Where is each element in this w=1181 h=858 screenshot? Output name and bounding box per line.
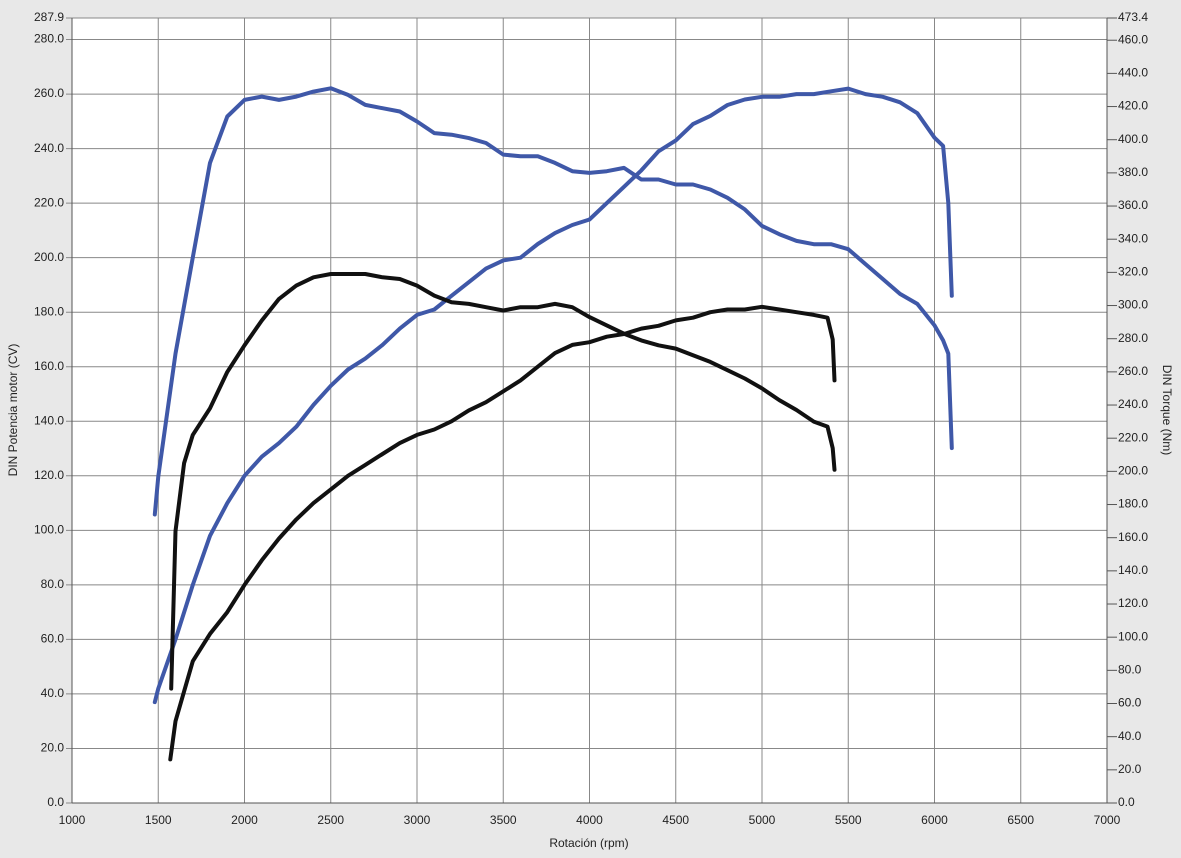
y2-tick-label: 0.0: [1118, 795, 1135, 809]
y2-tick-label: 320.0: [1118, 265, 1148, 279]
y2-tick-label: 200.0: [1118, 464, 1148, 478]
y2-tick-label: 160.0: [1118, 530, 1148, 544]
y2-tick-label: 300.0: [1118, 298, 1148, 312]
y-tick-label: 0.0: [47, 795, 64, 809]
y-tick-label: 180.0: [34, 304, 64, 318]
y-tick-label: 120.0: [34, 468, 64, 482]
y-tick-label: 240.0: [34, 141, 64, 155]
y2-tick-label: 220.0: [1118, 430, 1148, 444]
y2-tick-label: 20.0: [1118, 762, 1142, 776]
y-tick-label: 100.0: [34, 523, 64, 537]
y-tick-label: 40.0: [41, 686, 65, 700]
y-tick-label: 60.0: [41, 632, 65, 646]
y2-tick-label: 360.0: [1118, 198, 1148, 212]
x-tick-label: 1000: [59, 813, 86, 827]
x-tick-label: 2000: [231, 813, 258, 827]
y2-tick-label: 473.4: [1118, 10, 1148, 24]
y2-tick-label: 80.0: [1118, 663, 1142, 677]
y2-tick-label: 40.0: [1118, 729, 1142, 743]
x-tick-label: 4000: [576, 813, 603, 827]
x-tick-label: 6500: [1007, 813, 1034, 827]
y2-tick-label: 100.0: [1118, 629, 1148, 643]
y2-tick-label: 240.0: [1118, 397, 1148, 411]
y2-tick-label: 180.0: [1118, 497, 1148, 511]
x-tick-label: 3000: [404, 813, 431, 827]
y2-tick-label: 400.0: [1118, 132, 1148, 146]
y2-tick-label: 460.0: [1118, 32, 1148, 46]
y2-tick-label: 380.0: [1118, 165, 1148, 179]
y-tick-label: 200.0: [34, 250, 64, 264]
y2-tick-label: 340.0: [1118, 231, 1148, 245]
x-tick-label: 6000: [921, 813, 948, 827]
y2-tick-label: 260.0: [1118, 364, 1148, 378]
y-tick-label: 220.0: [34, 195, 64, 209]
y2-tick-label: 420.0: [1118, 99, 1148, 113]
series-line: [152, 86, 954, 517]
series-line: [168, 304, 837, 762]
x-tick-label: 5500: [835, 813, 862, 827]
x-tick-label: 1500: [145, 813, 172, 827]
x-axis-label: Rotación (rpm): [549, 836, 628, 850]
x-tick-label: 2500: [317, 813, 344, 827]
y-tick-label: 140.0: [34, 413, 64, 427]
x-tick-label: 7000: [1094, 813, 1121, 827]
x-tick-label: 4500: [662, 813, 689, 827]
y2-tick-label: 60.0: [1118, 696, 1142, 710]
y-axis-label: DIN Potencia motor (CV): [6, 344, 20, 477]
y-tick-label: 260.0: [34, 86, 64, 100]
x-tick-label: 3500: [490, 813, 517, 827]
y-tick-label: 287.9: [34, 10, 64, 24]
x-tick-label: 5000: [749, 813, 776, 827]
y2-tick-label: 440.0: [1118, 66, 1148, 80]
y2-tick-label: 120.0: [1118, 596, 1148, 610]
y2-axis-label: DIN Torque (Nm): [1160, 365, 1174, 455]
series-line: [152, 86, 954, 705]
y-tick-label: 80.0: [41, 577, 65, 591]
y-tick-label: 280.0: [34, 32, 64, 46]
y2-tick-label: 280.0: [1118, 331, 1148, 345]
y2-tick-label: 140.0: [1118, 563, 1148, 577]
y-tick-label: 160.0: [34, 359, 64, 373]
y-tick-label: 20.0: [41, 741, 65, 755]
series-line: [169, 272, 837, 691]
